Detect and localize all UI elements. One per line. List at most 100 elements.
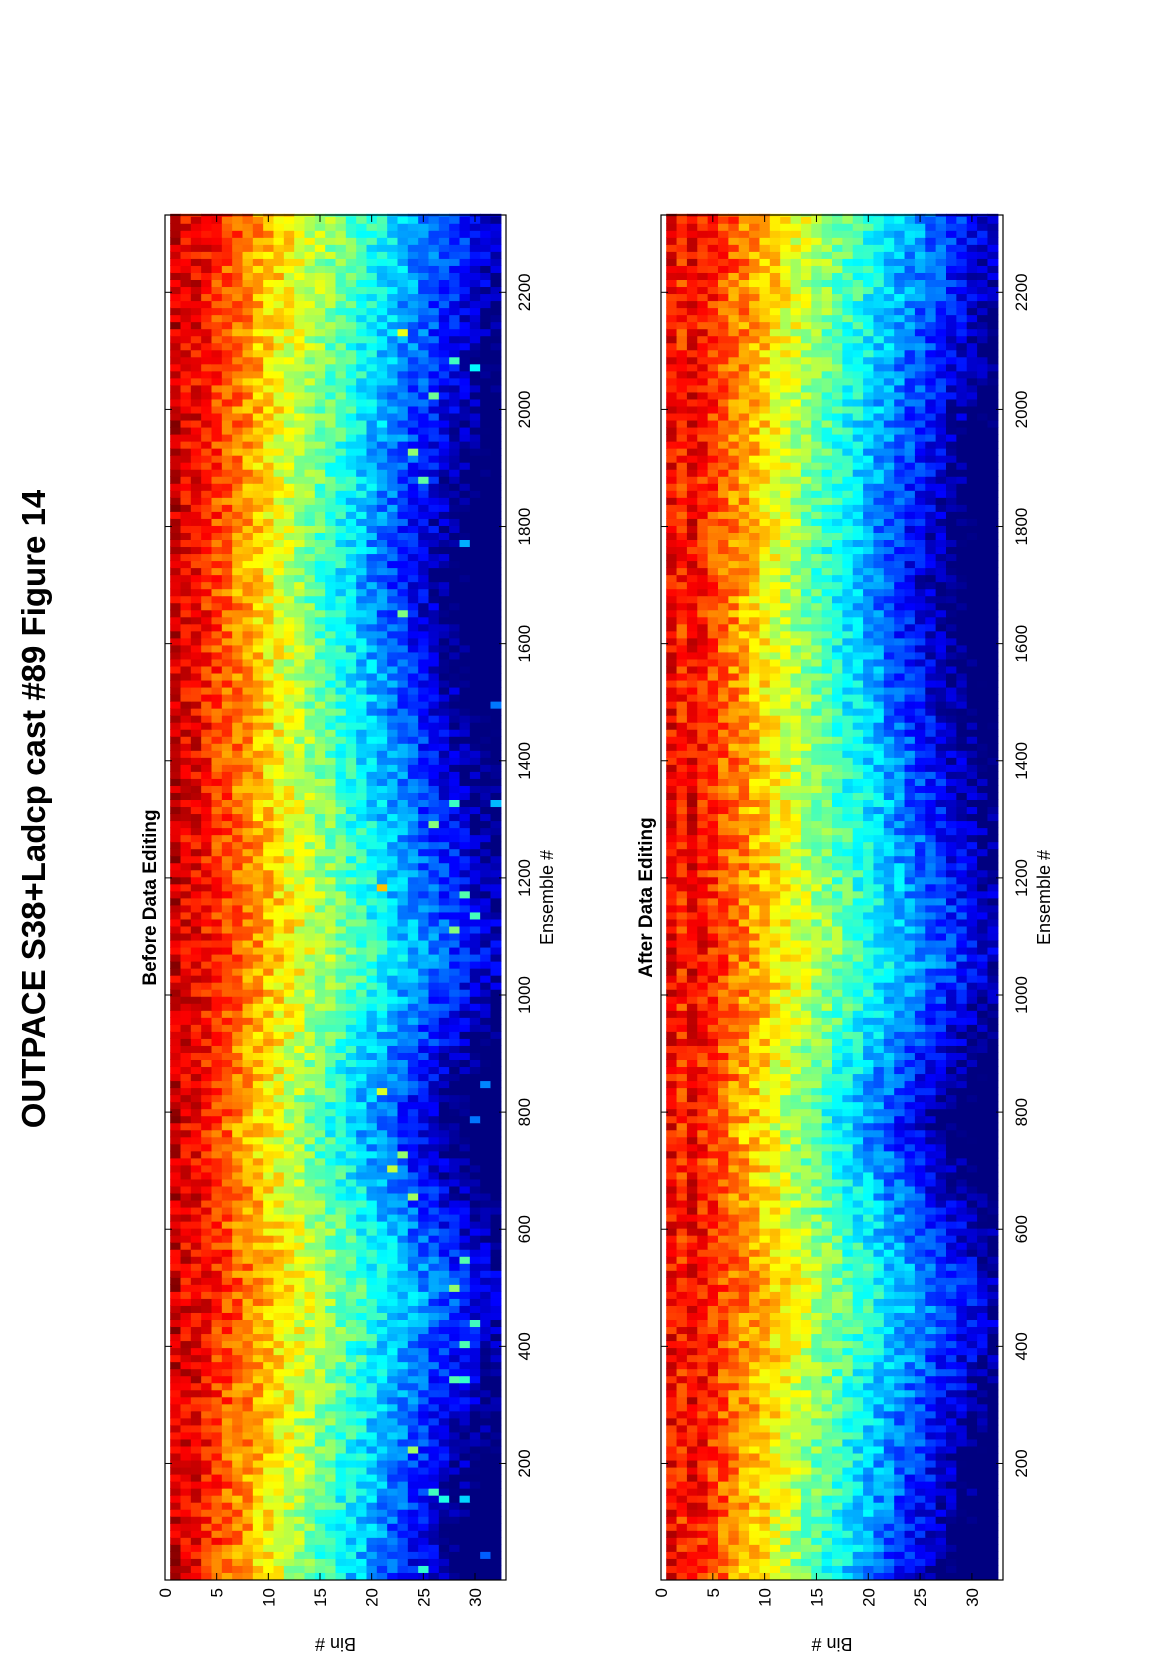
heatmap-cell <box>180 1516 192 1524</box>
heatmap-cell <box>201 764 213 772</box>
heatmap-cell <box>376 827 388 836</box>
heatmap-cell <box>438 862 450 871</box>
heatmap-cell <box>428 876 440 885</box>
heatmap-cell <box>335 939 347 948</box>
heatmap-cell <box>356 834 368 843</box>
heatmap-cell <box>170 743 182 751</box>
heatmap-cell <box>407 1221 419 1229</box>
heatmap-cell <box>418 1031 430 1039</box>
heatmap-cell <box>356 932 368 941</box>
heatmap-cell <box>232 1256 244 1264</box>
heatmap-cell <box>221 1438 233 1447</box>
heatmap-cell <box>449 946 461 955</box>
heatmap-cell <box>418 1143 430 1152</box>
heatmap-cell <box>294 996 306 1004</box>
heatmap-cell <box>242 1481 254 1489</box>
heatmap-cell <box>263 996 275 1004</box>
heatmap-cell <box>345 1164 357 1173</box>
heatmap-cell <box>469 904 481 913</box>
heatmap-cell <box>201 946 213 955</box>
heatmap-cell <box>469 1312 481 1320</box>
heatmap-cell <box>180 1206 192 1215</box>
heatmap-cell <box>314 1502 326 1510</box>
heatmap-cell <box>242 1326 254 1335</box>
heatmap-cell <box>418 1277 430 1285</box>
heatmap-cell <box>294 1115 306 1124</box>
heatmap-cell <box>232 1171 244 1180</box>
heatmap-cell <box>170 1143 182 1152</box>
heatmap-cell <box>190 1221 202 1229</box>
heatmap-cell <box>263 490 275 498</box>
heatmap-cell <box>407 497 419 505</box>
heatmap-cell <box>201 1537 213 1545</box>
heatmap-cell <box>170 1438 182 1447</box>
heatmap-cell <box>490 1157 502 1166</box>
heatmap-cell <box>428 961 440 969</box>
heatmap-cell <box>449 1213 461 1222</box>
heatmap-cell <box>294 686 306 695</box>
heatmap-cell <box>397 1192 409 1201</box>
heatmap-cell <box>314 1403 326 1412</box>
heatmap-cell <box>201 1382 213 1391</box>
heatmap-cell <box>180 1024 192 1032</box>
heatmap-cell <box>242 862 254 871</box>
heatmap-cell <box>459 1368 471 1377</box>
heatmap-cell <box>263 623 275 632</box>
heatmap-cell <box>449 1080 461 1089</box>
heatmap-cell <box>490 546 502 555</box>
heatmap-cell <box>263 1087 275 1096</box>
heatmap-cell <box>232 1333 244 1342</box>
heatmap-cell <box>170 686 182 695</box>
heatmap-cell <box>366 996 378 1004</box>
heatmap-cell <box>397 588 409 597</box>
heatmap-cell <box>314 792 326 800</box>
heatmap-cell <box>221 1354 233 1363</box>
heatmap-cell <box>428 1213 440 1222</box>
heatmap-cell <box>190 546 202 555</box>
heatmap-cell <box>387 574 399 583</box>
heatmap-cell <box>314 1052 326 1060</box>
heatmap-cell <box>201 1059 213 1068</box>
heatmap-cell <box>449 1242 461 1250</box>
heatmap-cell <box>252 1459 264 1468</box>
heatmap-cell <box>190 1199 202 1208</box>
heatmap-cell <box>387 1347 399 1356</box>
heatmap-cell <box>480 1178 492 1187</box>
heatmap-cell <box>366 925 378 934</box>
heatmap-cell <box>190 1403 202 1412</box>
heatmap-cell <box>459 722 471 730</box>
heatmap-cell <box>459 869 471 878</box>
heatmap-cell <box>387 750 399 758</box>
heatmap-cell <box>190 1291 202 1299</box>
heatmap-cell <box>314 743 326 751</box>
heatmap-cell <box>407 1108 419 1117</box>
heatmap-cell <box>469 813 481 822</box>
heatmap-cell <box>201 595 213 604</box>
heatmap-cell <box>294 715 306 723</box>
heatmap-cell <box>387 1509 399 1517</box>
heatmap-cell <box>201 1185 213 1194</box>
heatmap-cell <box>170 1466 182 1475</box>
heatmap-cell <box>449 715 461 723</box>
heatmap-cell <box>345 996 357 1004</box>
heatmap-cell <box>376 483 388 491</box>
heatmap-cell <box>345 701 357 709</box>
heatmap-cell <box>232 1143 244 1152</box>
heatmap-cell <box>366 813 378 822</box>
heatmap-cell <box>283 1326 295 1335</box>
heatmap-cell <box>335 1544 347 1552</box>
heatmap-cell <box>304 975 316 983</box>
heatmap-cell <box>418 602 430 611</box>
heatmap-cell <box>294 1242 306 1250</box>
heatmap-cell <box>356 1010 368 1018</box>
heatmap-cell <box>428 982 440 990</box>
heatmap-cell <box>480 876 492 885</box>
heatmap-cell <box>294 1206 306 1215</box>
heatmap-cell <box>294 911 306 920</box>
heatmap-cell <box>242 679 254 688</box>
heatmap-cell <box>345 1192 357 1201</box>
heatmap-cell <box>490 904 502 913</box>
heatmap-cell <box>325 939 337 948</box>
heatmap-cell <box>242 1045 254 1053</box>
heatmap-cell <box>263 1305 275 1313</box>
